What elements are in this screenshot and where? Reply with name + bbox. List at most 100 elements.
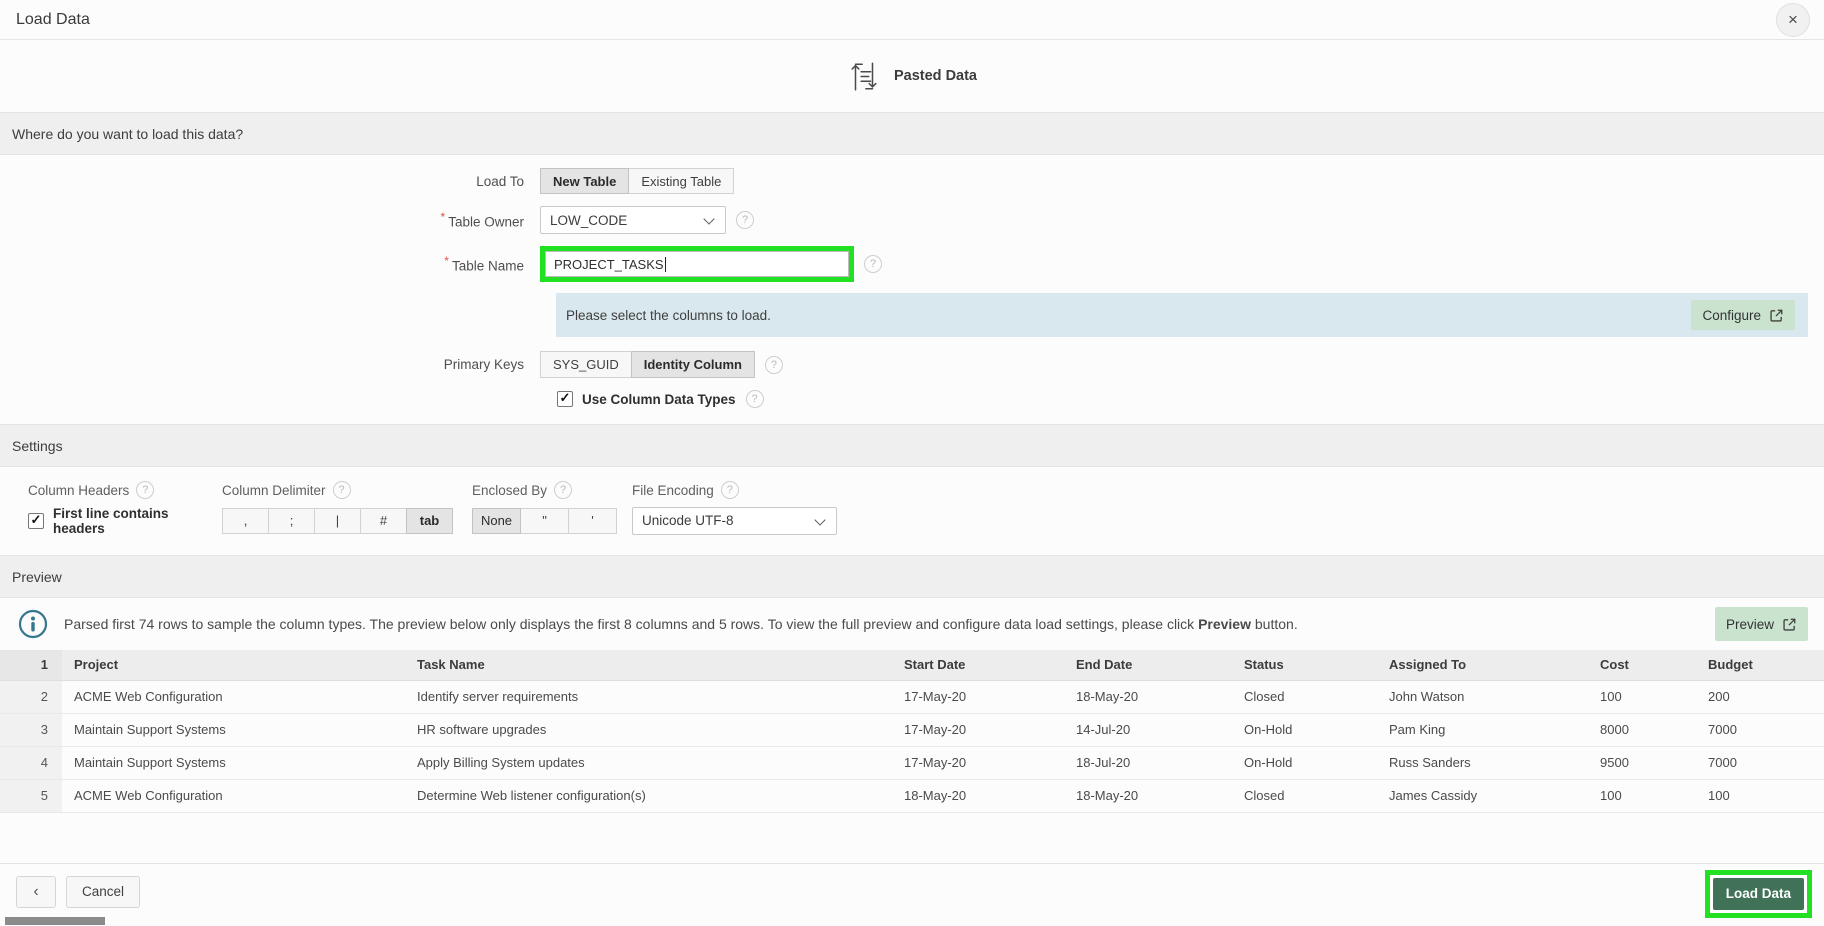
cell-task-name: Determine Web listener configuration(s): [405, 779, 892, 813]
cell-budget: 100: [1696, 779, 1824, 813]
dialog-title: Load Data: [16, 10, 90, 28]
file-encoding-select[interactable]: Unicode UTF-8: [632, 506, 837, 535]
settings-area: Column Headers First line contains heade…: [0, 467, 1824, 555]
cell-assigned-to: James Cassidy: [1377, 779, 1588, 813]
primary-keys-option-identity-column[interactable]: Identity Column: [630, 351, 755, 378]
column-delimiter-group: Column Delimiter , ; | # tab: [222, 481, 472, 534]
file-encoding-label: File Encoding: [632, 481, 862, 499]
table-name-input[interactable]: PROJECT_TASKS: [545, 251, 849, 277]
first-line-headers-checkbox[interactable]: [28, 512, 44, 529]
back-button[interactable]: ‹: [16, 875, 56, 908]
table-name-label-text: Table Name: [451, 258, 524, 274]
cell-end-date: 18-May-20: [1064, 680, 1232, 714]
table-name-label: * Table Name: [0, 254, 540, 274]
file-encoding-help-icon[interactable]: [720, 481, 739, 499]
column-header-status: Status: [1232, 650, 1377, 681]
column-delimiter-help-icon[interactable]: [332, 481, 351, 499]
cell-project: ACME Web Configuration: [62, 779, 405, 813]
column-header-task-name: Task Name: [405, 650, 892, 681]
delimiter-option-tab[interactable]: tab: [406, 507, 453, 534]
chevron-down-icon: [814, 513, 826, 526]
row-number: 3: [0, 713, 62, 747]
pasted-data-icon: [847, 60, 881, 93]
load-data-highlight: Load Data: [1704, 869, 1812, 918]
cell-cost: 8000: [1588, 713, 1696, 747]
data-source-row: Pasted Data: [0, 40, 1824, 112]
preview-button[interactable]: Preview: [1714, 607, 1808, 641]
column-header-budget: Budget: [1696, 650, 1824, 681]
use-column-data-types-help-icon[interactable]: [745, 390, 764, 408]
preview-button-label: Preview: [1725, 616, 1774, 632]
load-to-row: Load To New Table Existing Table: [0, 168, 1824, 194]
columns-notice-text: Please select the columns to load.: [566, 307, 771, 323]
cell-start-date: 17-May-20: [892, 746, 1064, 780]
cell-project: Maintain Support Systems: [62, 713, 405, 747]
enclosed-option-none[interactable]: None: [472, 507, 521, 534]
cancel-button-label: Cancel: [82, 884, 125, 899]
load-to-label: Load To: [476, 173, 524, 189]
load-to-option-new-table[interactable]: New Table: [540, 168, 630, 194]
row-number: 2: [0, 680, 62, 714]
section-header-preview-text: Preview: [12, 568, 62, 585]
table-row: 2 ACME Web Configuration Identify server…: [0, 680, 1824, 714]
text-cursor: [664, 256, 667, 272]
section-header-settings: Settings: [0, 424, 1824, 467]
cell-task-name: HR software upgrades: [405, 713, 892, 747]
column-header-cost: Cost: [1588, 650, 1696, 681]
delimiter-option-comma[interactable]: ,: [222, 507, 269, 534]
load-data-button[interactable]: Load Data: [1712, 877, 1804, 910]
table-owner-help-icon[interactable]: [736, 211, 754, 229]
use-column-data-types-checkbox[interactable]: [557, 391, 573, 407]
section-header-where-text: Where do you want to load this data?: [12, 125, 244, 142]
cancel-button[interactable]: Cancel: [66, 875, 141, 908]
preview-info-text-before: Parsed first 74 rows to sample the colum…: [64, 616, 1199, 632]
chevron-left-icon: ‹: [33, 882, 39, 900]
cell-budget: 7000: [1696, 746, 1824, 780]
cell-status: Closed: [1232, 779, 1377, 813]
enclosed-by-toggle: None " ': [472, 507, 617, 534]
external-link-icon: [1769, 308, 1784, 323]
row-number: 5: [0, 779, 62, 813]
delimiter-option-semicolon[interactable]: ;: [268, 507, 315, 534]
row-number-header: 1: [0, 650, 62, 681]
cell-project: Maintain Support Systems: [62, 746, 405, 780]
delimiter-option-pipe[interactable]: |: [314, 507, 361, 534]
enclosed-option-single-quote[interactable]: ': [568, 507, 617, 534]
table-owner-row: * Table Owner LOW_CODE: [0, 206, 1824, 234]
cell-budget: 200: [1696, 680, 1824, 714]
load-to-option-existing-table[interactable]: Existing Table: [628, 168, 735, 194]
section-header-where: Where do you want to load this data?: [0, 112, 1824, 155]
column-headers-label-text: Column Headers: [28, 482, 130, 498]
column-delimiter-control: , ; | # tab: [222, 507, 472, 534]
table-owner-select[interactable]: LOW_CODE: [540, 206, 726, 234]
section-header-settings-text: Settings: [12, 437, 63, 454]
preview-info-row: Parsed first 74 rows to sample the colum…: [0, 598, 1824, 650]
horizontal-scrollbar-thumb[interactable]: [5, 917, 105, 925]
cell-end-date: 18-Jul-20: [1064, 746, 1232, 780]
column-header-end-date: End Date: [1064, 650, 1232, 681]
cell-cost: 100: [1588, 680, 1696, 714]
cell-task-name: Identify server requirements: [405, 680, 892, 714]
cell-assigned-to: Russ Sanders: [1377, 746, 1588, 780]
load-form: Load To New Table Existing Table * Table …: [0, 155, 1824, 424]
close-button[interactable]: ×: [1776, 2, 1810, 37]
primary-keys-help-icon[interactable]: [764, 355, 783, 374]
enclosed-by-group: Enclosed By None " ': [472, 481, 632, 534]
primary-keys-label: Primary Keys: [443, 357, 524, 372]
configure-button[interactable]: Configure: [1691, 300, 1795, 330]
enclosed-option-double-quote[interactable]: ": [520, 507, 569, 534]
cell-task-name: Apply Billing System updates: [405, 746, 892, 780]
column-headers-help-icon[interactable]: [136, 481, 155, 499]
use-column-data-types-row: Use Column Data Types: [557, 390, 1824, 424]
table-name-help-icon[interactable]: [864, 255, 882, 273]
primary-keys-toggle: SYS_GUID Identity Column: [540, 351, 755, 378]
enclosed-by-label: Enclosed By: [472, 481, 632, 499]
enclosed-by-label-text: Enclosed By: [472, 482, 548, 498]
delimiter-option-hash[interactable]: #: [360, 507, 407, 534]
load-data-button-label: Load Data: [1725, 886, 1791, 901]
file-encoding-label-text: File Encoding: [632, 482, 714, 498]
primary-keys-option-sys-guid[interactable]: SYS_GUID: [540, 351, 632, 378]
cell-start-date: 17-May-20: [892, 680, 1064, 714]
cell-cost: 100: [1588, 779, 1696, 813]
enclosed-by-help-icon[interactable]: [554, 481, 573, 499]
